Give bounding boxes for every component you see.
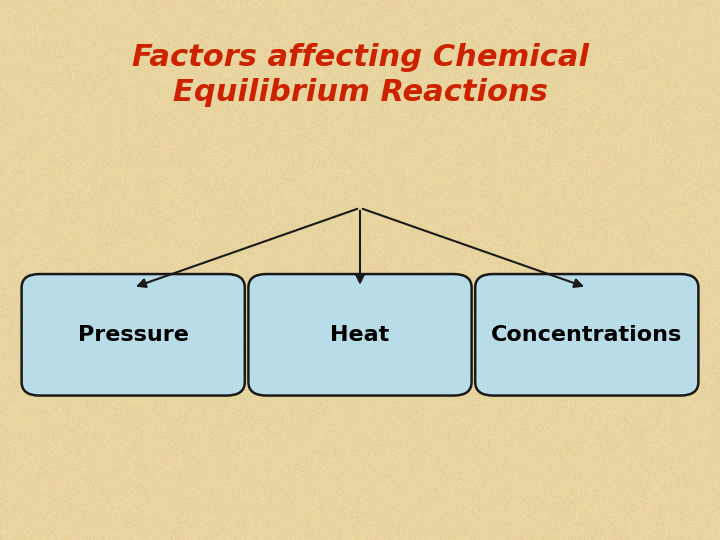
FancyBboxPatch shape bbox=[22, 274, 245, 395]
Text: Factors affecting Chemical
Equilibrium Reactions: Factors affecting Chemical Equilibrium R… bbox=[132, 43, 588, 107]
FancyBboxPatch shape bbox=[248, 274, 472, 395]
FancyBboxPatch shape bbox=[475, 274, 698, 395]
Text: Pressure: Pressure bbox=[78, 325, 189, 345]
Text: Heat: Heat bbox=[330, 325, 390, 345]
Text: Concentrations: Concentrations bbox=[491, 325, 683, 345]
